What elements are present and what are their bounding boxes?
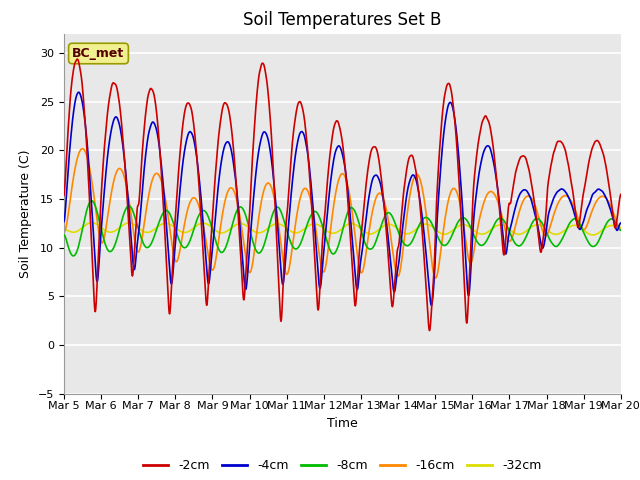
Legend: -2cm, -4cm, -8cm, -16cm, -32cm: -2cm, -4cm, -8cm, -16cm, -32cm: [138, 455, 547, 477]
Y-axis label: Soil Temperature (C): Soil Temperature (C): [19, 149, 33, 278]
Title: Soil Temperatures Set B: Soil Temperatures Set B: [243, 11, 442, 29]
X-axis label: Time: Time: [327, 417, 358, 430]
Text: BC_met: BC_met: [72, 47, 125, 60]
